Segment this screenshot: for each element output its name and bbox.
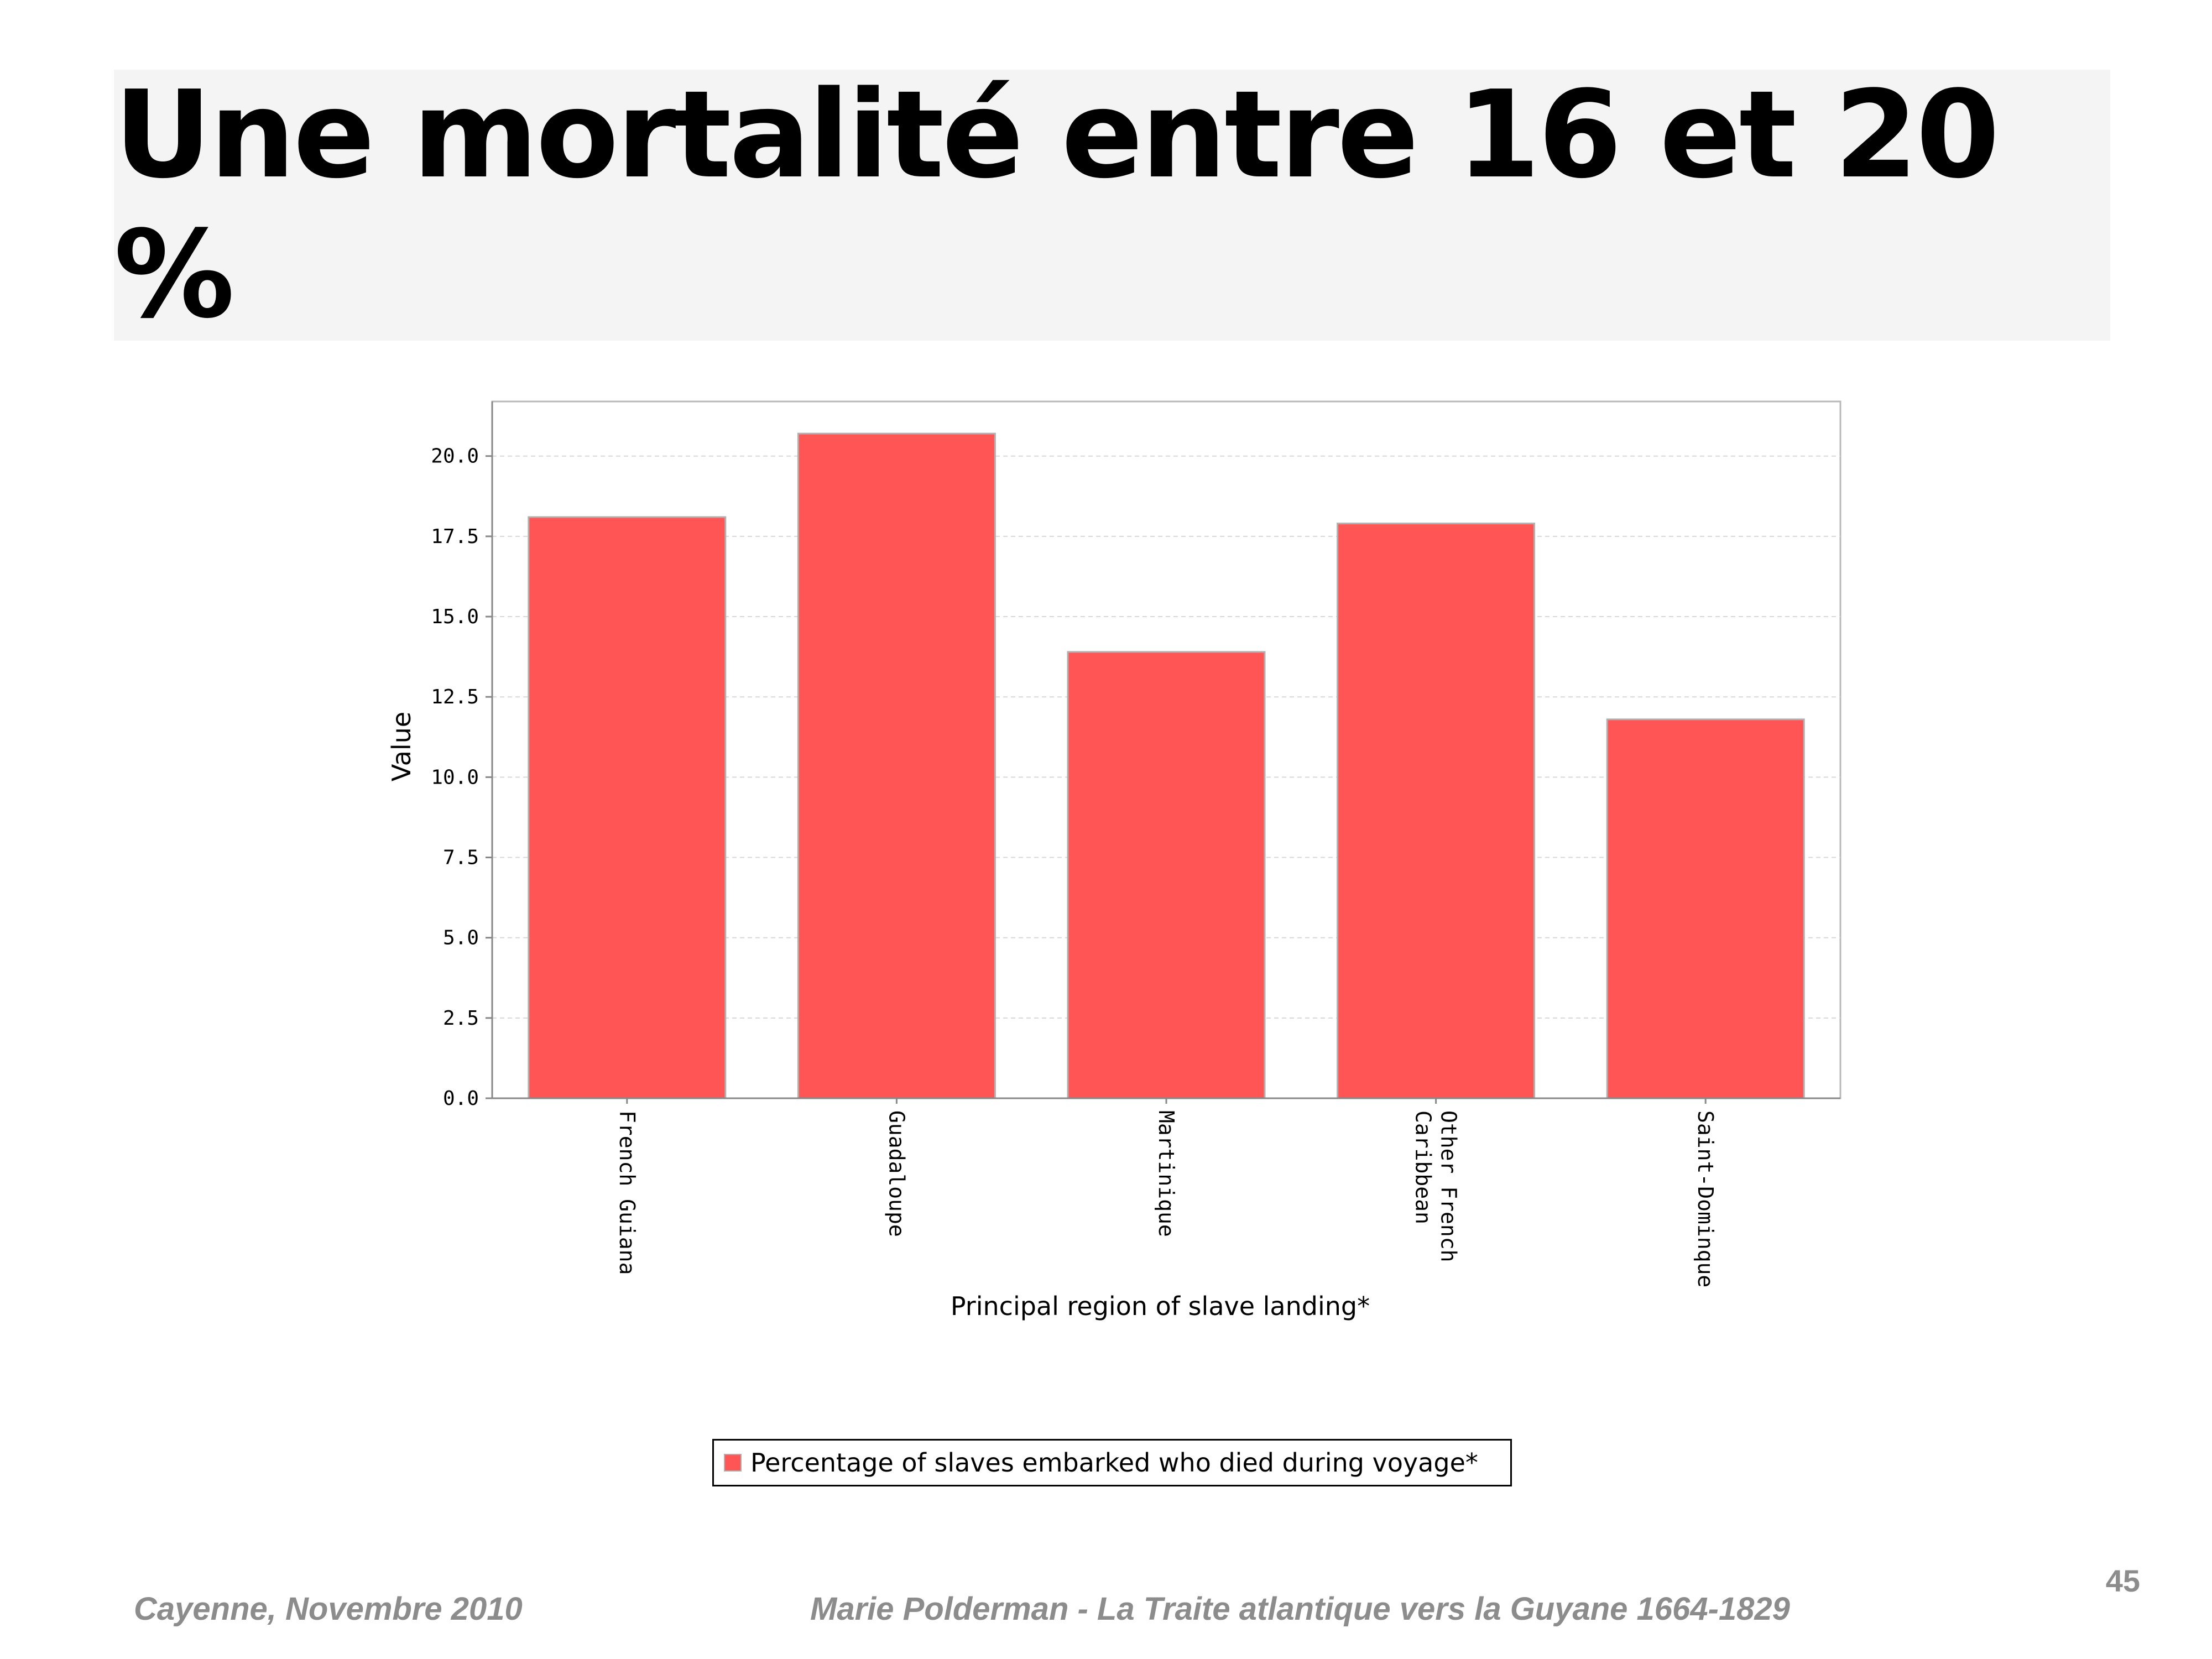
legend-swatch	[724, 1454, 742, 1472]
y-tick-label: 7.5	[443, 847, 479, 869]
bar	[528, 516, 727, 1099]
y-tick-label: 2.5	[443, 1007, 479, 1030]
slide-title: Une mortalité entre 16 et 20 %	[114, 65, 2000, 345]
x-category-label: Guadaloupe	[884, 1110, 909, 1237]
legend-label: Percentage of slaves embarked who died d…	[750, 1448, 1478, 1478]
y-tick-label: 20.0	[431, 445, 479, 468]
bar-chart: 0.0 2.5 5.0 7.5 10.0 12.5 15.0 17.5 20.0 French …	[387, 400, 1841, 1321]
y-tick-label: 5.0	[443, 927, 479, 950]
y-tick-label: 12.5	[431, 686, 479, 708]
bar	[1606, 718, 1805, 1099]
y-tick-label: 10.0	[431, 766, 479, 789]
y-tick-label: 17.5	[431, 525, 479, 548]
x-category-label: Other FrenchCaribbean	[1411, 1110, 1461, 1262]
footer-location-date: Cayenne, Novembre 2010	[134, 1591, 523, 1627]
footer-author-title: Marie Polderman - La Traite atlantique v…	[810, 1591, 1790, 1627]
legend: Percentage of slaves embarked who died d…	[712, 1439, 1512, 1486]
y-tick-label: 15.0	[431, 606, 479, 628]
y-axis-title: Value	[387, 712, 416, 781]
y-tick-label: 0.0	[443, 1087, 479, 1110]
x-category-label: Martinique	[1154, 1110, 1178, 1237]
x-category-label: Saint-Dominque	[1693, 1110, 1718, 1287]
x-axis-title: Principal region of slave landing*	[951, 1291, 1370, 1321]
title-band: Une mortalité entre 16 et 20 %	[114, 65, 2110, 345]
bar	[797, 432, 996, 1099]
x-category-label: French Guiana	[615, 1110, 639, 1275]
bar	[1337, 523, 1536, 1099]
bar	[1067, 651, 1266, 1099]
page-number: 45	[2105, 1563, 2140, 1598]
